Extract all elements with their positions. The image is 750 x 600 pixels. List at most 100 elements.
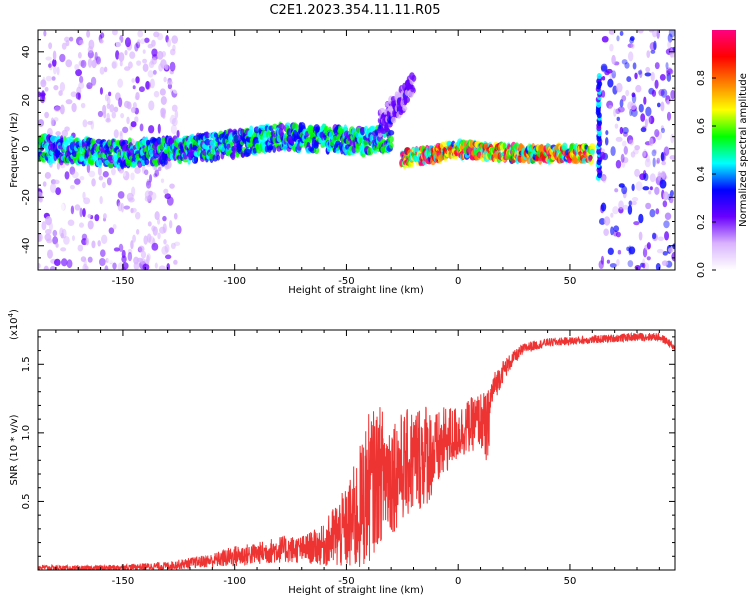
spectrogram-mark: [313, 142, 319, 149]
spectrogram-mark: [604, 137, 609, 146]
spectrogram-mark: [157, 217, 161, 225]
spectrogram-mark: [315, 126, 321, 134]
spectrogram-mark: [139, 258, 146, 265]
spectrogram-mark: [126, 182, 133, 188]
spectrogram-mark: [630, 43, 635, 49]
spectrogram-mark: [101, 234, 108, 245]
spectrogram-mark: [163, 239, 167, 245]
spectrogram-mark: [618, 200, 624, 210]
spectrogram-mark: [628, 139, 634, 146]
spectrogram-mark: [637, 70, 643, 75]
spectrogram-mark: [629, 108, 633, 117]
spectrogram-mark: [588, 155, 593, 162]
spectrogram-mark: [86, 163, 91, 174]
spectrogram-mark: [90, 114, 97, 120]
spectrogram-mark: [80, 59, 87, 69]
spectrogram-mark: [122, 126, 129, 134]
spectrogram-mark: [402, 106, 408, 112]
spectrogram-mark: [645, 66, 651, 73]
spectrogram-mark: [135, 76, 140, 84]
spectrogram-mark: [102, 104, 107, 115]
spectrogram-mark: [643, 96, 647, 105]
spectrogram-mark: [48, 63, 52, 68]
spectrogram-mark: [136, 60, 142, 66]
spectrogram-mark: [80, 102, 86, 109]
spectrogram-mark: [664, 231, 670, 241]
spectrogram-mark: [165, 35, 169, 43]
spectrogram-mark: [78, 60, 85, 67]
spectrogram-mark: [61, 42, 67, 50]
spectrogram-mark: [78, 39, 84, 45]
spectrogram-mark: [610, 212, 614, 218]
spectrogram-mark: [249, 125, 254, 134]
spectrogram-mark: [118, 243, 124, 252]
spectrogram-mark: [622, 140, 627, 147]
snr-ticks: -150 -100 -50 0 50 0.5 1.0 1.5: [21, 330, 675, 587]
spectrogram-mark: [648, 115, 655, 125]
spectrogram-mark: [91, 59, 97, 69]
spectrogram-mark: [52, 179, 60, 185]
spectrogram-mark: [614, 123, 619, 129]
spectrogram-mark: [644, 72, 652, 77]
spectrogram-mark: [166, 38, 172, 48]
spectrogram-mark: [282, 144, 288, 152]
colorbar-tick-label: 0.8: [696, 70, 707, 86]
spectrogram-mark: [149, 78, 155, 89]
spectrogram-mark: [151, 48, 158, 57]
spectrogram-mark: [77, 244, 84, 252]
spectrogram-mark: [657, 171, 662, 181]
spectrogram-mark: [144, 158, 150, 166]
colorbar: 0.0 0.2 0.4 0.6 0.8 Normalized spectral ampl…: [696, 30, 749, 278]
spectrogram-mark: [115, 50, 120, 60]
spectrogram-mark: [87, 256, 93, 263]
spectrogram-mark: [112, 262, 117, 270]
spectrogram-mark: [55, 187, 62, 196]
spectrogram-mark: [154, 211, 160, 220]
spectrogram-mark: [654, 129, 660, 138]
spectrogram-mark: [160, 178, 165, 184]
spectrogram-mark: [655, 208, 660, 215]
spectrogram-mark: [86, 30, 91, 38]
spectrogram-mark: [661, 151, 667, 162]
spectrogram-mark: [117, 191, 125, 199]
spectrogram-mark: [48, 60, 53, 71]
spectrogram-mark: [212, 154, 218, 162]
spectrogram-mark: [657, 102, 661, 108]
spectrogram-mark: [173, 241, 181, 246]
spectrogram-mark: [95, 183, 103, 188]
spectrogram-mark: [50, 117, 55, 127]
spectrogram-mark: [646, 256, 651, 261]
spectrogram-mark: [99, 66, 105, 75]
spectrogram-mark: [103, 66, 108, 73]
spectrogram-mark: [644, 158, 651, 168]
spectrogram-mark: [669, 155, 675, 160]
spectrogram-mark: [651, 232, 657, 240]
spectrogram-mark: [669, 48, 674, 58]
spectrogram-mark: [100, 249, 106, 257]
spectrogram-mark: [157, 123, 161, 134]
spectrogram-mark: [637, 30, 644, 34]
spectrogram-mark: [148, 100, 155, 111]
spectrogram-mark: [117, 202, 123, 212]
spectrogram-mark: [624, 62, 630, 69]
spectrogram-mark: [119, 132, 123, 142]
spectrogram-mark: [121, 139, 129, 145]
spectrogram-mark: [55, 131, 61, 136]
spectrogram-mark: [88, 170, 96, 178]
spectrogram-mark: [411, 74, 417, 82]
spectrogram-mark: [616, 116, 620, 122]
spectrogram-mark: [138, 233, 143, 243]
spectrogram-mark: [45, 56, 52, 61]
spectrogram-mark: [90, 103, 96, 110]
spectrogram-mark: [615, 159, 622, 169]
spectrogram-mark: [164, 254, 172, 260]
spectrogram-mark: [390, 116, 397, 124]
spectrogram-mark: [98, 257, 106, 267]
spectrogram-mark: [120, 113, 125, 119]
x-tick-label: 0: [455, 576, 461, 587]
spectrogram-mark: [44, 54, 49, 63]
spectrogram-mark: [140, 38, 146, 45]
spectrogram-mark: [645, 106, 652, 117]
spectrogram-mark: [634, 265, 641, 270]
spectrogram-mark: [668, 247, 674, 253]
